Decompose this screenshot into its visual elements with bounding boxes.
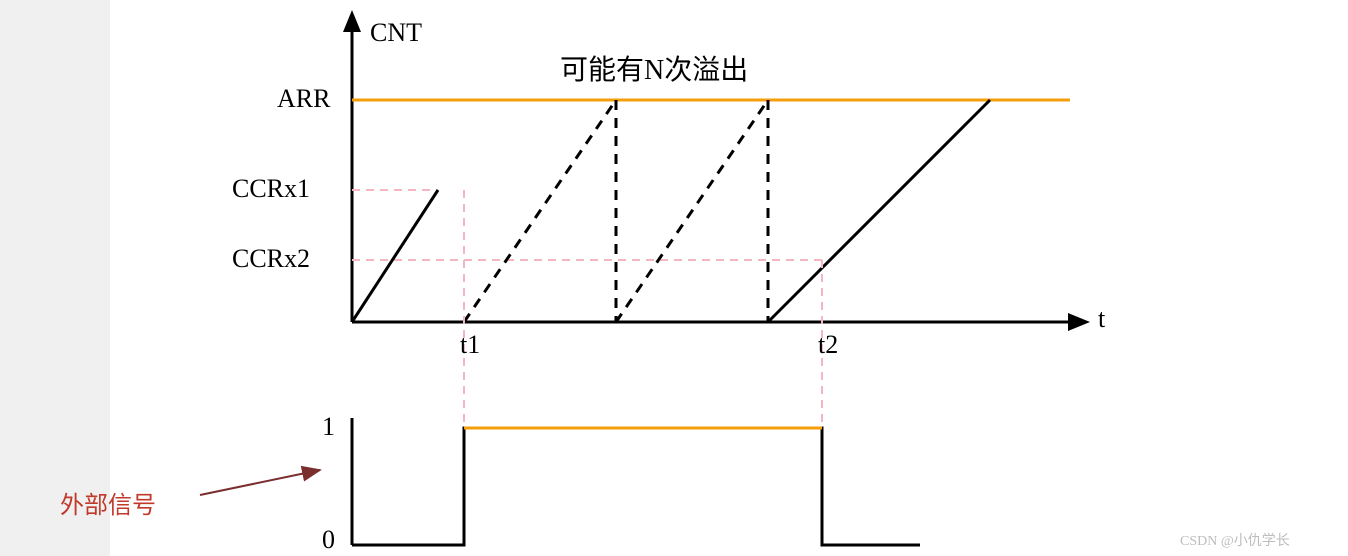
tick-label-t2: t2 xyxy=(818,330,838,360)
axis-label-t: t xyxy=(1098,304,1105,334)
axis-label-ccrx2: CCRx2 xyxy=(232,244,310,274)
axis-label-ccrx1: CCRx1 xyxy=(232,174,310,204)
note-overflow: 可能有N次溢出 xyxy=(560,48,748,88)
sig-label-one: 1 xyxy=(322,412,335,442)
ext-signal-label: 外部信号 xyxy=(60,485,156,520)
tick-label-t1: t1 xyxy=(460,330,480,360)
diagram-canvas: CNT ARR CCRx1 CCRx2 t t1 t2 1 0 可能有N次溢出 … xyxy=(0,0,1348,556)
sig-label-zero: 0 xyxy=(322,525,335,555)
axis-label-cnt: CNT xyxy=(370,18,422,48)
axis-label-arr: ARR xyxy=(277,84,330,114)
watermark: CSDN @小仇学长 xyxy=(1180,530,1290,550)
